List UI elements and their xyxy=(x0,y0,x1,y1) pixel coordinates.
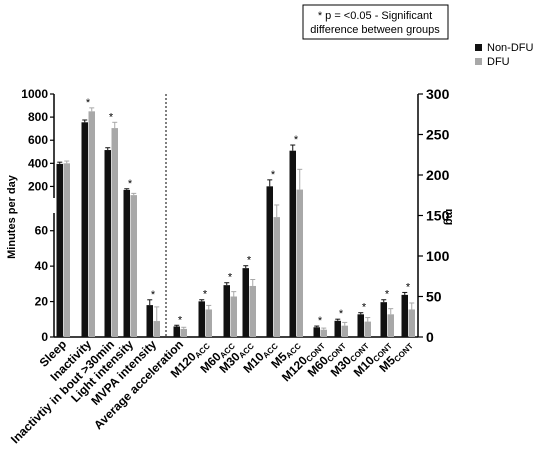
legend-label-dfu: DFU xyxy=(487,56,510,68)
bar-dfu xyxy=(320,329,327,337)
y-axis-title-right: mg xyxy=(443,209,455,226)
bar-dfu xyxy=(88,111,95,337)
bar-dfu xyxy=(230,296,237,337)
bar-dfu xyxy=(364,321,371,337)
bar-non-dfu xyxy=(123,189,130,337)
significance-star: * xyxy=(228,272,233,284)
significance-star: * xyxy=(247,255,252,267)
bar-dfu xyxy=(205,309,212,337)
bar-dfu xyxy=(296,189,303,337)
bar-non-dfu xyxy=(198,301,205,337)
bar-non-dfu xyxy=(380,302,387,337)
bar-non-dfu xyxy=(104,150,111,337)
bar-non-dfu xyxy=(56,163,63,337)
right-tick-label: 100 xyxy=(426,248,450,264)
bar-dfu xyxy=(408,309,415,337)
bar-dfu xyxy=(180,328,187,337)
y-axis-title-left: Minutes per day xyxy=(6,174,18,259)
category-label-subscript: CONT xyxy=(392,341,414,363)
bar-dfu xyxy=(111,128,118,337)
significance-note: * p = <0.05 - Significant difference bet… xyxy=(302,4,449,40)
bar-dfu xyxy=(153,321,160,337)
right-tick-label: 250 xyxy=(426,127,450,143)
bar-non-dfu xyxy=(313,327,320,337)
bar-non-dfu xyxy=(173,326,180,337)
significance-star: * xyxy=(203,289,208,301)
right-tick-label: 300 xyxy=(426,86,450,102)
note-line-1: * p = <0.05 - Significant xyxy=(318,10,432,22)
bar-non-dfu xyxy=(334,320,341,337)
legend: Non-DFU DFU xyxy=(475,42,534,68)
significance-star: * xyxy=(151,289,156,301)
significance-star: * xyxy=(385,289,390,301)
left-tick-label: 60 xyxy=(35,224,49,238)
left-tick-label: 600 xyxy=(28,133,48,147)
significance-star: * xyxy=(271,169,276,181)
significance-star: * xyxy=(406,281,411,293)
bar-dfu xyxy=(130,195,137,337)
legend-swatch-dfu xyxy=(475,58,482,65)
bar-non-dfu xyxy=(401,294,408,337)
bar-dfu xyxy=(273,217,280,337)
right-tick-label: 0 xyxy=(426,329,434,345)
left-tick-label: 40 xyxy=(35,259,49,273)
significance-star: * xyxy=(128,178,133,190)
left-tick-label: 800 xyxy=(28,110,48,124)
note-box xyxy=(302,4,449,40)
significance-star: * xyxy=(339,308,344,320)
left-tick-label: 400 xyxy=(28,156,48,170)
bar-non-dfu xyxy=(81,122,88,337)
left-tick-label: 20 xyxy=(35,295,49,309)
legend-swatch-non-dfu xyxy=(475,44,482,51)
bar-dfu xyxy=(341,325,348,337)
significance-star: * xyxy=(318,315,323,327)
left-tick-label: 200 xyxy=(28,179,48,193)
right-tick-label: 200 xyxy=(426,167,450,183)
bar-dfu xyxy=(249,285,256,337)
significance-star: * xyxy=(86,97,91,109)
bar-dfu xyxy=(387,314,394,337)
bar-non-dfu xyxy=(242,268,249,337)
bar-non-dfu xyxy=(289,150,296,337)
bar-non-dfu xyxy=(357,314,364,337)
significance-star: * xyxy=(178,314,183,326)
bars: * * * * * * * * * * * * * * * xyxy=(56,97,415,337)
axes: 2004006008001000020406005010015020025030… xyxy=(21,86,449,345)
note-line-2: difference between groups xyxy=(310,24,440,36)
left-tick-label: 1000 xyxy=(21,87,48,101)
bar-non-dfu xyxy=(266,186,273,337)
bar-dfu xyxy=(63,163,70,337)
legend-label-non-dfu: Non-DFU xyxy=(487,42,534,54)
bar-non-dfu xyxy=(223,285,230,337)
bar-non-dfu xyxy=(146,305,153,337)
significance-star: * xyxy=(362,302,367,314)
significance-star: * xyxy=(109,111,114,123)
right-tick-label: 50 xyxy=(426,289,442,305)
right-tick-label: 150 xyxy=(426,208,450,224)
left-tick-label: 0 xyxy=(41,330,48,344)
significance-star: * xyxy=(294,134,299,146)
